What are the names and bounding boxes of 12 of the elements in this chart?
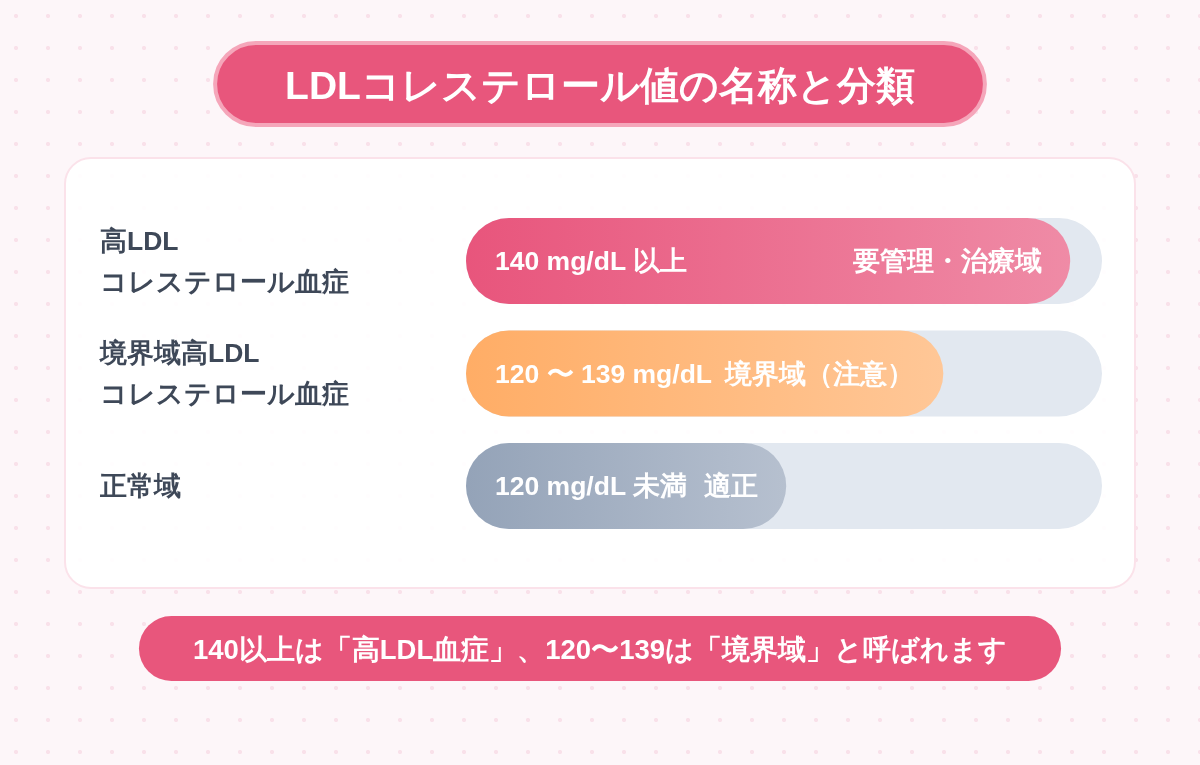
chart-title: LDLコレステロール値の名称と分類 [285,63,915,107]
title: LDLコレステロール値の名称と分類 [213,41,987,127]
y-tick-label: 境界域高LDL コレステロール血症 [99,338,349,409]
annotation: 120 mg/dL 未満 [495,471,687,501]
annotation: 120 〜 139 mg/dL [495,358,713,389]
y-tick-label: 正常域 [99,471,181,501]
annotation: 境界域（注意） [724,358,915,389]
annotation: 140 mg/dL 以上 [495,246,687,276]
y-tick-label: 高LDL コレステロール血症 [100,225,349,297]
annotation: 要管理・治療域 [853,246,1043,276]
note: 140以上は「高LDL血症」、120〜139は「境界域」と呼ばれます [138,616,1062,681]
annotation: 適正 [704,471,759,501]
